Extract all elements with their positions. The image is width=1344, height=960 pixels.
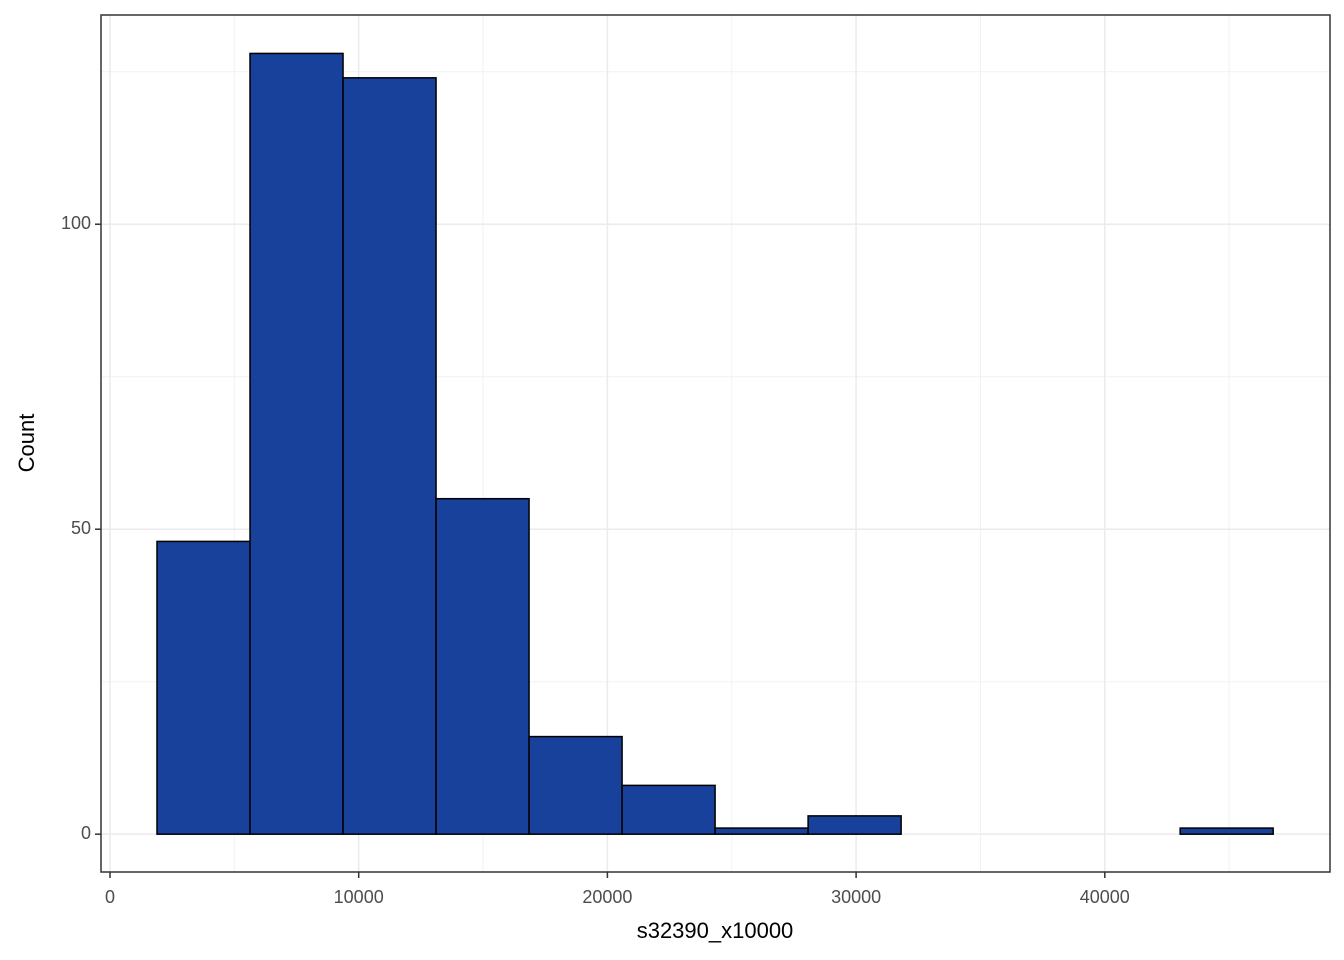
- bar: [621, 784, 716, 835]
- bar: [156, 540, 251, 835]
- bar: [714, 827, 809, 835]
- y-tick-label: 100: [61, 213, 91, 233]
- x-tick-label: 10000: [334, 887, 384, 907]
- bar: [528, 735, 623, 835]
- y-tick-label: 50: [71, 518, 91, 538]
- y-axis-title: Count: [14, 414, 39, 473]
- y-tick-label: 0: [81, 823, 91, 843]
- bar: [807, 815, 902, 835]
- panel-border: [100, 14, 1331, 873]
- bar: [249, 52, 344, 835]
- x-tick-label: 30000: [831, 887, 881, 907]
- bar: [435, 497, 530, 835]
- x-axis-title: s32390_x10000: [637, 918, 794, 943]
- bar: [342, 77, 437, 835]
- x-tick-label: 40000: [1080, 887, 1130, 907]
- x-tick-label: 0: [105, 887, 115, 907]
- x-tick-label: 20000: [582, 887, 632, 907]
- bar: [1179, 827, 1274, 835]
